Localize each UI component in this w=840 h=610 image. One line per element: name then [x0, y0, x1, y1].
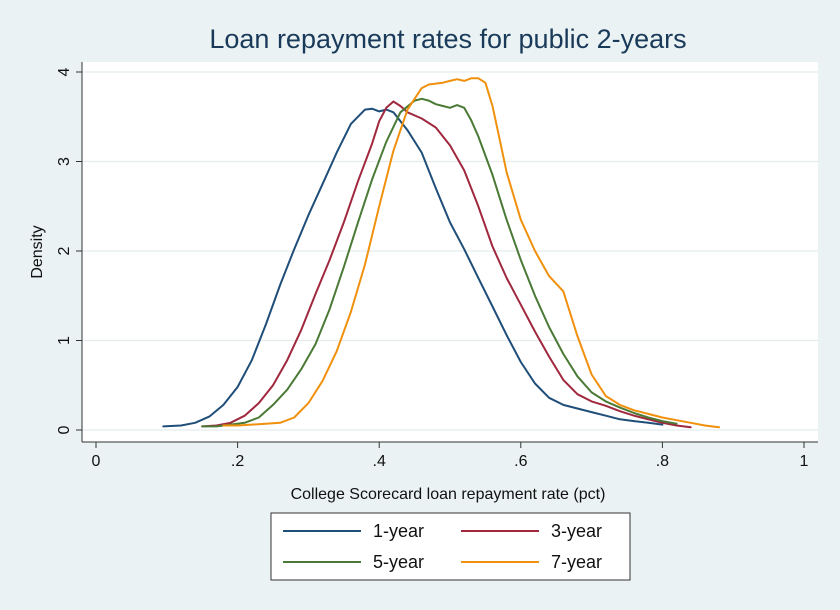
plot-area [82, 62, 818, 442]
series-line-7-year [222, 77, 720, 429]
y-tick-label: 1 [56, 336, 73, 345]
y-tick-label: 3 [56, 157, 73, 166]
x-tick-label: 0 [92, 453, 101, 470]
legend-label-1-year: 1-year [373, 521, 424, 541]
x-tick-label: .4 [373, 453, 386, 470]
y-axis-title: Density [29, 225, 46, 278]
x-axis-title: College Scorecard loan repayment rate (p… [291, 486, 606, 503]
legend: 1-year 3-year 5-year 7-year [270, 512, 631, 581]
x-tick-label: .8 [656, 453, 669, 470]
series-line-3-year [201, 100, 692, 429]
y-tick-label: 4 [56, 67, 73, 76]
legend-box [270, 512, 631, 581]
x-tick-label: 1 [800, 453, 809, 470]
series-lines [162, 77, 720, 429]
x-tick-label: .2 [231, 453, 244, 470]
axes: 0 1 2 3 4 0 .2 .4 .6 .8 1 [56, 62, 818, 470]
legend-label-7-year: 7-year [551, 552, 602, 572]
chart-title: Loan repayment rates for public 2-years [209, 24, 686, 54]
y-tick-label: 0 [56, 425, 73, 434]
x-tick-label: .6 [514, 453, 527, 470]
legend-label-5-year: 5-year [373, 552, 424, 572]
series-line-1-year [162, 107, 664, 428]
legend-label-3-year: 3-year [551, 521, 602, 541]
series-line-5-year [201, 97, 678, 428]
grid-lines [82, 71, 818, 431]
y-tick-label: 2 [56, 246, 73, 255]
